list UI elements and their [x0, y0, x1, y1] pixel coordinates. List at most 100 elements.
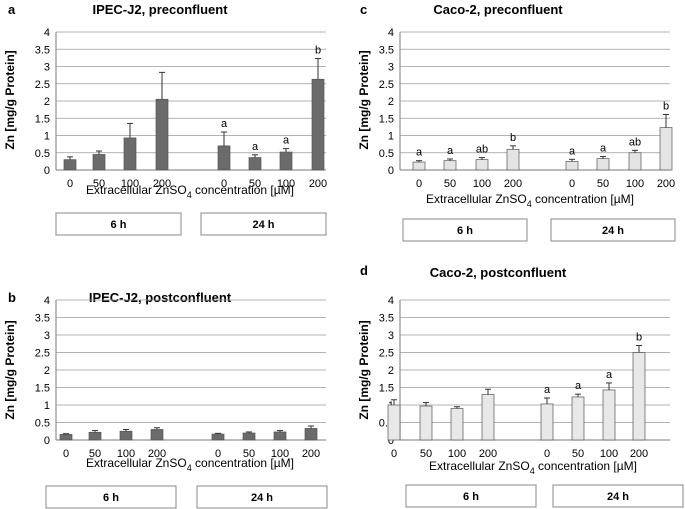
chart-a-time-label: 6 h: [111, 219, 127, 231]
chart-c-sig-label: ab: [476, 144, 488, 156]
chart-d-xlabel: Extracellular ZnSO4 concentration [µM]: [429, 459, 637, 476]
chart-a-xlabel-tail: concentration [µM]: [192, 183, 294, 197]
chart-c-bar: [596, 158, 610, 171]
chart-c-time-box: [402, 218, 528, 242]
chart-c-bar: [443, 160, 457, 171]
chart-d-title: Caco-2, postconfluent: [430, 265, 567, 280]
chart-a-bar: [63, 159, 77, 171]
chart-a-xlabel-main: Extracellular ZnSO: [86, 183, 187, 197]
chart-d-category-label: 100: [600, 448, 618, 460]
chart-d-category-label: 200: [479, 448, 497, 460]
chart-b: b IPEC-J2, postconfluent Zn [mg/g Protein]…: [3, 290, 328, 509]
chart-c-sig-label: ab: [629, 136, 641, 148]
chart-b-bar: [119, 430, 133, 441]
chart-d-bar: [540, 403, 554, 441]
chart-c-bar: [412, 161, 426, 171]
chart-a-title: IPEC-J2, preconfluent: [92, 2, 228, 17]
chart-b-bar: [211, 433, 225, 441]
chart-b-xlabel: Extracellular ZnSO4 concentration [µM]: [86, 456, 294, 473]
chart-a-category-label: 50: [93, 178, 105, 190]
chart-d-sig-label: a: [575, 380, 582, 392]
chart-d-panel-letter: d: [360, 263, 368, 278]
chart-c-category-label: 50: [444, 178, 456, 190]
chart-c-xlabel-tail: concentration [µM]: [532, 192, 634, 206]
chart-c-time-label: 24 h: [602, 225, 624, 237]
chart-a-bar: [248, 157, 262, 171]
chart-c-title: Caco-2, preconfluent: [433, 2, 563, 17]
chart-d-bar: [602, 389, 616, 441]
chart-c-bar: [628, 152, 642, 171]
chart-c-category-label: 0: [416, 178, 422, 190]
chart-a-bar: [311, 78, 325, 171]
chart-d-bar: [571, 396, 585, 441]
chart-b-category-label: 200: [148, 448, 166, 460]
chart-b-ytick-label: 0.5: [35, 418, 50, 430]
chart-a-panel-letter: a: [8, 2, 16, 17]
chart-a-ytick-label: 0.5: [35, 148, 50, 160]
chart-d-sig-label: a: [544, 384, 551, 396]
chart-b-xlabel-main: Extracellular ZnSO: [86, 456, 187, 470]
chart-a-ytick-label: 3: [44, 62, 50, 74]
chart-c-sig-label: a: [416, 147, 423, 159]
chart-d-xlabel-main: Extracellular ZnSO: [429, 459, 530, 473]
chart-b-category-label: 100: [271, 448, 289, 460]
chart-b-time-box: [196, 485, 328, 509]
chart-c-ytick-label: 2.5: [379, 79, 394, 91]
chart-c-ytick-label: 4: [388, 27, 394, 39]
chart-b-ytick-label: 3: [44, 330, 50, 342]
chart-b-ytick-label: 4: [44, 295, 50, 307]
chart-c-category-label: 50: [597, 178, 609, 190]
chart-b-ytick-label: 1.5: [35, 383, 50, 395]
chart-c-xlabel: Extracellular ZnSO4 concentration [µM]: [426, 192, 634, 209]
chart-c-category-label: 100: [473, 178, 491, 190]
chart-c-ylabel: Zn [mg/g Protein]: [357, 50, 371, 149]
chart-d-sig-label: a: [606, 369, 613, 381]
chart-a: a IPEC-J2, preconfluent Zn [mg/g Protein] 0…: [3, 2, 327, 236]
chart-c-time-label: 6 h: [457, 225, 473, 237]
chart-c-ytick-label: 0: [388, 165, 394, 177]
chart-a-ytick-label: 1.5: [35, 113, 50, 125]
chart-b-category-label: 50: [89, 448, 101, 460]
chart-b-time-label: 6 h: [103, 492, 119, 504]
chart-d-bar: [419, 405, 433, 441]
chart-d-sig-label: b: [636, 332, 642, 344]
chart-c-bar: [659, 127, 673, 171]
chart-d-category-label: 0: [391, 448, 397, 460]
chart-b-ytick-label: 2.5: [35, 348, 50, 360]
chart-a-ytick-label: 2.5: [35, 79, 50, 91]
chart-d-ytick-label: 3.5: [379, 313, 394, 325]
chart-b-category-label: 0: [63, 448, 69, 460]
chart-d-bar: [481, 394, 495, 441]
chart-b-panel-letter: b: [8, 290, 16, 305]
chart-a-bar: [155, 98, 169, 171]
chart-a-bar: [92, 154, 106, 171]
chart-d-category-label: 50: [420, 448, 432, 460]
chart-c-ytick-label: 1: [388, 131, 394, 143]
chart-b-ytick-label: 0: [44, 435, 50, 447]
chart-a-time-box: [200, 212, 327, 236]
chart-d: d Caco-2, postconfluent Zn [mg/g Protein] 0…: [357, 263, 684, 508]
chart-a-xlabel-sub: 4: [187, 190, 192, 200]
chart-b-category-label: 0: [215, 448, 221, 460]
chart-c-ytick-label: 3.5: [379, 44, 394, 56]
chart-a-bar: [123, 137, 137, 171]
chart-a-sig-label: a: [221, 118, 228, 130]
chart-c-category-label: 200: [657, 178, 675, 190]
chart-c-ytick-label: 2: [388, 96, 394, 108]
chart-d-bar: [450, 408, 464, 441]
chart-d-category-label: 200: [630, 448, 648, 460]
chart-d-category-label: 50: [572, 448, 584, 460]
chart-d-ytick-label: 2.5: [379, 348, 394, 360]
chart-c-sig-label: b: [663, 100, 669, 112]
chart-b-xlabel-sub: 4: [187, 463, 192, 473]
chart-a-category-label: 0: [67, 178, 73, 190]
chart-a-ytick-label: 1: [44, 131, 50, 143]
chart-a-category-label: 100: [121, 178, 139, 190]
chart-a-category-label: 50: [249, 178, 261, 190]
chart-b-bar: [59, 434, 73, 441]
chart-c-bar: [475, 159, 489, 171]
chart-a-time-label: 24 h: [252, 219, 274, 231]
chart-a-time-box: [55, 212, 182, 236]
chart-d-ytick-label: 3: [388, 330, 394, 342]
